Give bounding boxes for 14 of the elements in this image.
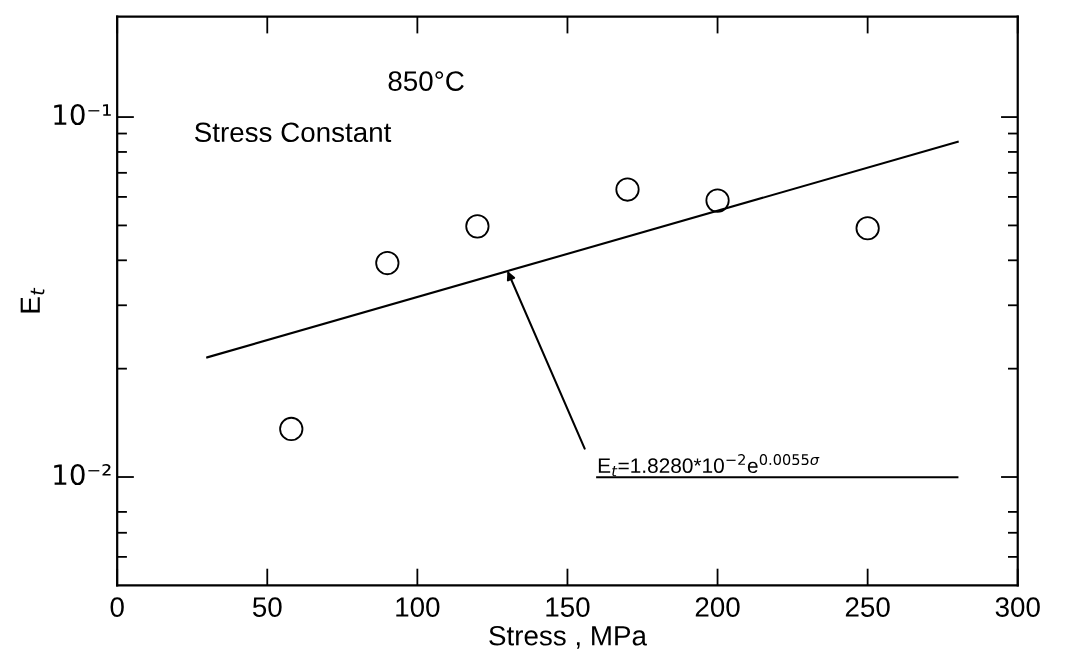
annotation: Stress Constant [194,122,392,143]
x-tick-label: 100 [396,597,440,617]
y-tick-label: 10⁻¹ [54,104,111,126]
x-tick-label: 150 [546,597,590,617]
x-tick-label: 250 [845,597,890,617]
x-axis-title: Stress , MPa [489,625,647,649]
x-tick-label: 50 [252,597,282,617]
annotation: E$_{t}$=1.8280*10$^{−2}$e$^{0.0055σ}$ [598,454,820,477]
x-tick-label: 0 [110,597,124,617]
y-tick-label: 10⁻² [54,464,111,486]
x-tick-label: 300 [995,597,1040,617]
x-tick-label: 200 [695,597,740,617]
annotation: 850°C [388,71,464,91]
y-axis-title: E$_{t}$ [20,287,45,313]
